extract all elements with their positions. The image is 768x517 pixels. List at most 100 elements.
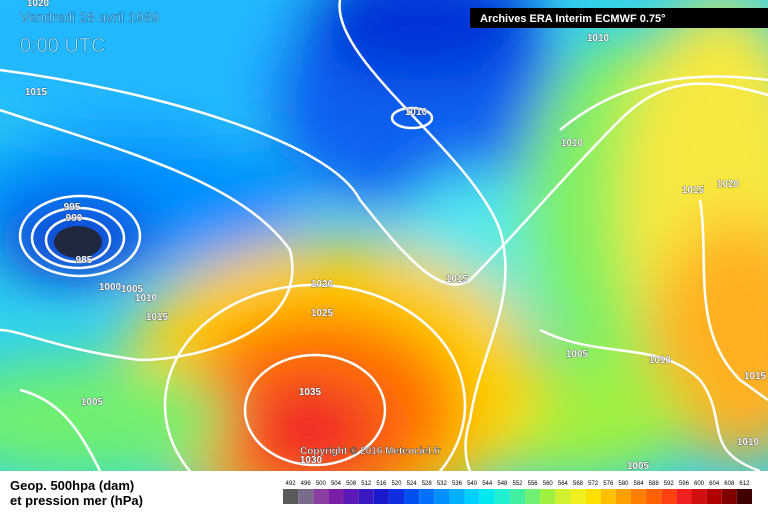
scale-swatch — [419, 489, 435, 504]
isobar-label: 1020 — [27, 0, 50, 9]
scale-swatch — [570, 489, 586, 504]
scale-swatch — [676, 489, 692, 504]
isobar-label: 1020 — [311, 279, 334, 290]
scale-label: 560 — [543, 481, 554, 487]
scale-swatch — [479, 489, 495, 504]
isobar-label: 1000 — [99, 282, 122, 293]
scale-swatch — [585, 489, 601, 504]
scale-label: 524 — [407, 481, 418, 487]
legend-subtitle: et pression mer (hPa) — [10, 493, 143, 508]
scale-label: 556 — [528, 481, 539, 487]
map-time: 0:00 UTC — [20, 35, 106, 57]
scale-label: 492 — [286, 481, 297, 487]
scale-swatch — [706, 489, 722, 504]
scale-label: 548 — [497, 481, 508, 487]
scale-label: 608 — [724, 481, 735, 487]
scale-swatch — [646, 489, 662, 504]
isobar-label: 990 — [66, 213, 83, 224]
isobar-label: 1010 — [405, 107, 428, 118]
scale-swatch — [661, 489, 677, 504]
scale-swatch — [691, 489, 707, 504]
scale-label: 564 — [558, 481, 569, 487]
scale-swatch — [373, 489, 389, 504]
isobar-label: 1015 — [25, 87, 48, 98]
scale-swatch — [615, 489, 631, 504]
scale-label: 536 — [452, 481, 463, 487]
scale-swatch — [434, 489, 450, 504]
map-date: Vendredi 28 avril 1989 — [20, 9, 160, 25]
source-label: Archives ERA Interim ECMWF 0.75° — [480, 13, 666, 25]
scale-swatch — [464, 489, 480, 504]
isobar-label: 995 — [64, 202, 81, 213]
scale-swatch — [540, 489, 556, 504]
scale-label: 580 — [618, 481, 629, 487]
scale-label: 544 — [482, 481, 493, 487]
isobar-label: 1005 — [627, 461, 650, 472]
scale-swatch — [555, 489, 571, 504]
scale-swatch — [358, 489, 374, 504]
scale-label: 508 — [346, 481, 357, 487]
isobar-label: 1025 — [311, 308, 334, 319]
scale-swatch — [494, 489, 510, 504]
scale-swatch — [404, 489, 420, 504]
scale-label: 588 — [649, 481, 660, 487]
scale-label: 504 — [331, 481, 342, 487]
scale-label: 600 — [694, 481, 705, 487]
isobar-label: 1005 — [566, 349, 589, 360]
copyright: Copyright © 2016 Meteociel.fr — [300, 446, 441, 457]
scale-swatch — [736, 489, 752, 504]
scale-swatch — [388, 489, 405, 504]
scale-swatch — [600, 489, 616, 504]
scale-label: 528 — [422, 481, 433, 487]
isobar-label: 1005 — [121, 284, 144, 295]
scale-swatch — [449, 489, 465, 504]
scale-label: 612 — [739, 481, 750, 487]
scale-swatch — [283, 489, 299, 504]
scale-label: 592 — [664, 481, 675, 487]
scale-swatch — [298, 489, 314, 504]
scale-label: 532 — [437, 481, 448, 487]
scale-swatch — [313, 489, 329, 504]
scale-label: 584 — [634, 481, 645, 487]
scale-label: 520 — [391, 481, 402, 487]
isobar-label: 1015 — [146, 312, 169, 323]
scale-label: 596 — [679, 481, 690, 487]
isobar-label: 985 — [76, 255, 93, 266]
scale-label: 540 — [467, 481, 478, 487]
scale-label: 572 — [588, 481, 599, 487]
scale-label: 604 — [709, 481, 720, 487]
isobar-label: 1035 — [299, 387, 322, 398]
color-scale: 492 496 500 504 508 512 516 520 524 528 532 536 540 5… — [283, 481, 752, 504]
isobar-label: 1010 — [561, 138, 584, 149]
low-core — [54, 226, 102, 258]
isobar-label: 1010 — [135, 293, 158, 304]
scale-swatch — [509, 489, 526, 504]
scale-label: 552 — [512, 481, 523, 487]
isobar-label: 1015 — [682, 185, 705, 196]
isobar-label: 1010 — [737, 437, 760, 448]
scale-swatch — [525, 489, 541, 504]
scale-label: 512 — [361, 481, 372, 487]
isobar-label: 1020 — [717, 179, 740, 190]
legend-title: Geop. 500hpa (dam) — [10, 478, 134, 493]
isobar-label: 1010 — [649, 355, 672, 366]
source-box — [470, 8, 768, 28]
isobar-label: 1005 — [81, 397, 104, 408]
scale-label: 568 — [573, 481, 584, 487]
isobar-label: 1010 — [587, 33, 610, 44]
isobar-label: 1015 — [744, 371, 767, 382]
scale-swatch — [721, 489, 737, 504]
scale-label: 496 — [301, 481, 312, 487]
scale-label: 516 — [376, 481, 387, 487]
scale-swatch — [343, 489, 359, 504]
scale-swatch — [630, 489, 647, 504]
scale-label: 576 — [603, 481, 614, 487]
isobar-label: 1015 — [446, 274, 469, 285]
scale-swatch — [328, 489, 344, 504]
scale-label: 500 — [316, 481, 327, 487]
isobar-label: 1030 — [300, 455, 323, 466]
